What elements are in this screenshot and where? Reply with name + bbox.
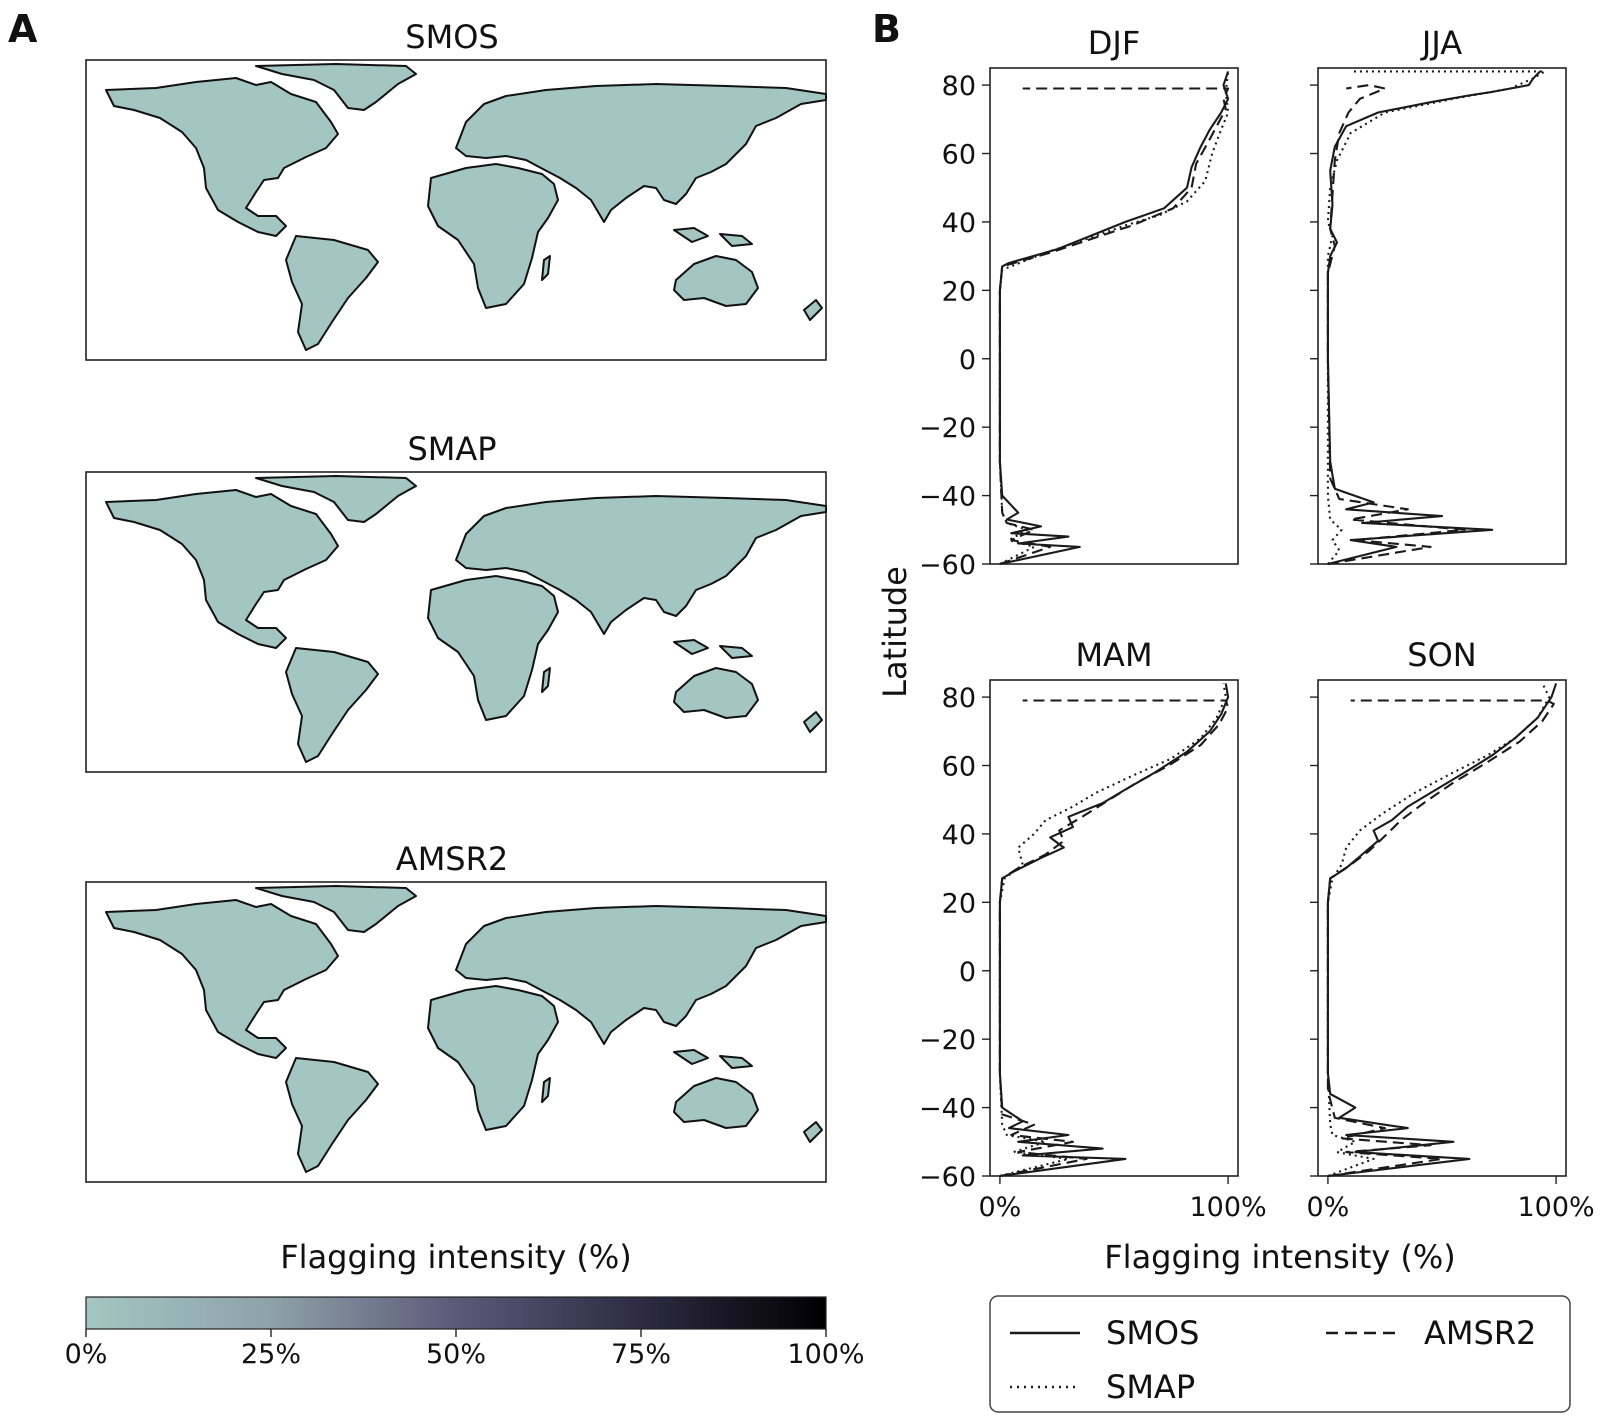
profile-frame [1317, 67, 1567, 565]
series-line-smos [998, 71, 1230, 566]
map-title-smos: SMOS [405, 18, 498, 56]
y-tick-label: 20 [942, 276, 976, 307]
x-tick-label: 100% [1189, 1192, 1266, 1223]
series-line-smos [998, 683, 1230, 1178]
world-map-smap [105, 475, 827, 763]
y-tick-label: 60 [942, 140, 976, 171]
profile-frame [989, 679, 1239, 1177]
world-map-smos [105, 63, 827, 351]
y-tick-label: −40 [919, 482, 976, 513]
y-tick-label: −60 [919, 1162, 976, 1193]
profile-title: DJF [1088, 24, 1140, 62]
profile-panel-djf: DJF 80 60 40 20 0 −20 −40 −60 [919, 24, 1239, 581]
colorbar-tick-label: 50% [426, 1339, 486, 1370]
y-axis-label: Latitude [876, 566, 914, 698]
y-tick-label: −40 [919, 1094, 976, 1125]
colorbar: Flagging intensity (%) 0% 25% 50% 75% 100% [65, 1238, 865, 1370]
map-smap: SMAP [85, 430, 827, 773]
colorbar-label: Flagging intensity (%) [280, 1238, 631, 1276]
y-tick-label: 60 [942, 752, 976, 783]
y-tick-label: 40 [942, 208, 976, 239]
map-title-smap: SMAP [407, 430, 496, 468]
series-line-smap [998, 683, 1227, 1178]
legend-label-amsr2: AMSR2 [1424, 1314, 1536, 1352]
profile-title: MAM [1075, 636, 1152, 674]
colorbar-tick-label: 0% [65, 1339, 108, 1370]
profile-panel-jja: JJA [1310, 24, 1567, 566]
x-tick-label: 0% [978, 1192, 1021, 1223]
series-line-smos [1326, 683, 1558, 1178]
series-line-smap [1326, 70, 1546, 565]
series-line-smap [1326, 682, 1551, 1177]
world-map-amsr2 [105, 885, 827, 1173]
profile-frame [1317, 679, 1567, 1177]
series-line-smap [998, 71, 1230, 565]
legend: SMOS SMAP AMSR2 [989, 1295, 1571, 1413]
x-axis-label: Flagging intensity (%) [1104, 1238, 1455, 1276]
y-tick-label: 20 [942, 888, 976, 919]
colorbar-ticks: 0% 25% 50% 75% 100% [65, 1329, 865, 1370]
x-tick-label: 0% [1306, 1192, 1349, 1223]
panel-letter-a: A [8, 7, 38, 51]
map-smos: SMOS [85, 18, 827, 361]
map-title-amsr2: AMSR2 [396, 840, 508, 878]
series-line-amsr2 [1326, 84, 1466, 566]
profile-frame [989, 67, 1239, 565]
y-tick-label: −60 [919, 550, 976, 581]
series-line-amsr2 [1326, 699, 1555, 1178]
y-tick-label: 0 [959, 957, 976, 988]
y-tick-label: 0 [959, 345, 976, 376]
colorbar-tick-label: 75% [611, 1339, 671, 1370]
map-amsr2: AMSR2 [85, 840, 827, 1183]
legend-label-smap: SMAP [1106, 1368, 1195, 1406]
colorbar-gradient [85, 1296, 827, 1330]
y-tick-label: 80 [942, 683, 976, 714]
series-line-amsr2 [998, 699, 1230, 1178]
profile-title: JJA [1420, 24, 1462, 62]
colorbar-tick-label: 25% [241, 1339, 301, 1370]
profile-panel-son: SON 0% 100% [1306, 636, 1594, 1223]
legend-frame [989, 1295, 1571, 1413]
x-tick-label: 100% [1517, 1192, 1594, 1223]
y-tick-label: −20 [919, 1025, 976, 1056]
panel-letter-b: B [872, 7, 901, 51]
latitude-profiles: DJF 80 60 40 20 0 −20 −40 −60 JJA MAM 80 60 40 20 0 −20 −… [919, 24, 1595, 1223]
colorbar-tick-label: 100% [787, 1339, 864, 1370]
legend-label-smos: SMOS [1106, 1314, 1199, 1352]
series-line-smos [1326, 70, 1541, 566]
profile-panel-mam: MAM 80 60 40 20 0 −20 −40 −600% 100% [919, 636, 1267, 1223]
y-tick-label: 80 [942, 71, 976, 102]
y-tick-label: 40 [942, 820, 976, 851]
series-line-amsr2 [998, 87, 1230, 565]
y-tick-label: −20 [919, 413, 976, 444]
profile-title: SON [1407, 636, 1476, 674]
